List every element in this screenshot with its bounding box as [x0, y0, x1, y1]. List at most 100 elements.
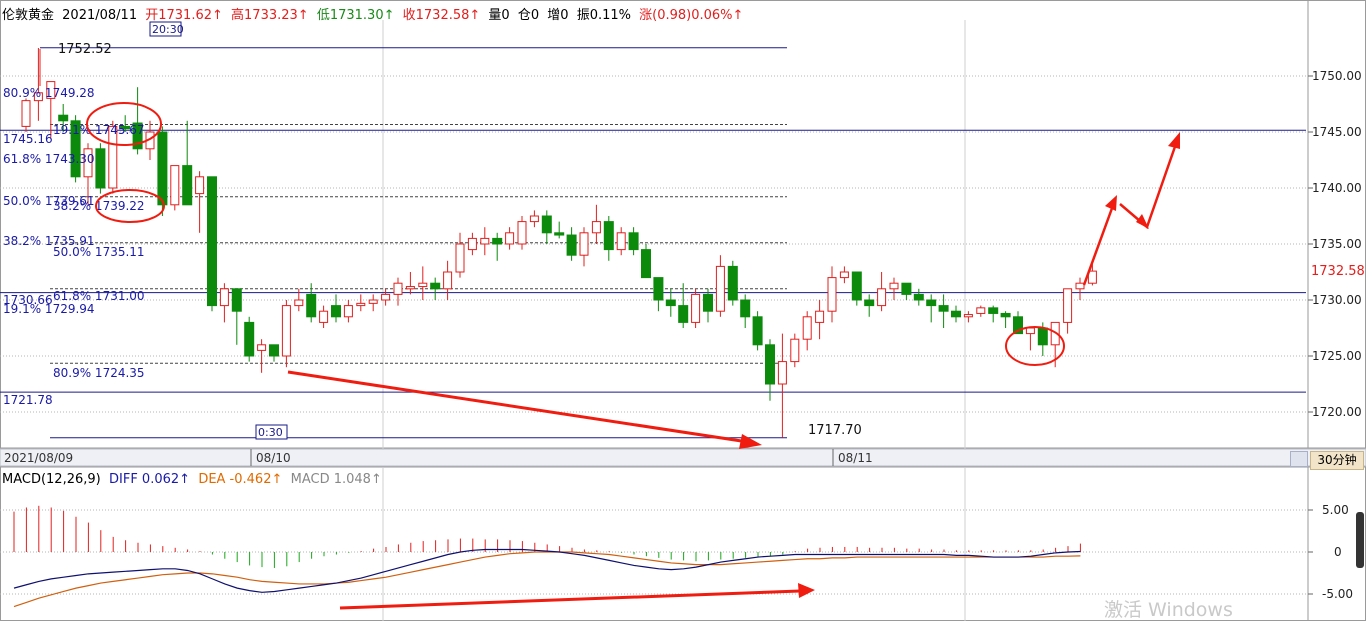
candle-body-down	[554, 232, 565, 236]
candle-body-up	[21, 100, 31, 127]
annotation-zigzag	[1082, 199, 1117, 286]
macd-title: MACD(12,26,9)	[2, 472, 101, 487]
time-mark-label: 20:30	[152, 23, 184, 36]
candle-body-up	[170, 165, 180, 206]
quote-change: 涨(0.98)0.06%↑	[639, 8, 744, 23]
candle-body-down	[157, 131, 168, 206]
candle-body-up	[108, 125, 118, 189]
candle-body-down	[740, 299, 751, 318]
candle-body-down	[951, 310, 961, 318]
candle-body-down	[665, 299, 676, 307]
candle-body-down	[541, 215, 552, 234]
low-price-label: 1717.70	[808, 423, 862, 438]
time-mark-label: 0:30	[258, 426, 283, 439]
candle-body-up	[579, 232, 589, 256]
candle-body-down	[678, 305, 689, 323]
annotation-circle	[1005, 326, 1065, 366]
candle-body-up	[889, 282, 899, 290]
candle-body-down	[926, 299, 937, 307]
annotation-arrowhead	[1168, 132, 1180, 149]
candle-body-up	[1063, 288, 1073, 323]
candle-body-down	[132, 122, 143, 150]
price-tick-label: 1745.00	[1312, 125, 1362, 139]
candle-body-down	[231, 288, 242, 312]
annotation-arrowhead	[798, 583, 815, 598]
macd-header: MACD(12,26,9) DIFF 0.062↑ DEA -0.462↑ MA…	[2, 472, 382, 487]
fib-label: 19.1% 1729.94	[3, 302, 95, 316]
macd-dea-value: DEA -0.462↑	[198, 472, 283, 487]
time-mark-box	[255, 424, 288, 440]
candle-body-up	[715, 265, 725, 312]
timeframe-selector[interactable]: 30分钟	[1310, 451, 1364, 470]
candle-body-up	[815, 310, 825, 323]
candle-body-up	[616, 232, 626, 251]
candle-body-up	[517, 221, 527, 245]
candle-body-down	[95, 148, 106, 189]
candle-body-up	[195, 176, 205, 195]
candle-body-up	[529, 215, 539, 223]
candle-body-up	[418, 282, 428, 288]
candle-body-up	[455, 243, 465, 273]
fib-label: 80.9% 1749.28	[3, 86, 95, 100]
candle-body-down	[864, 299, 875, 307]
candle-body-up	[381, 293, 391, 301]
candle-body-down	[207, 176, 217, 307]
candle-body-up	[480, 237, 490, 245]
quote-header: 伦敦黄金 2021/08/11 开1731.62↑ 高1733.23↑ 低173…	[2, 4, 747, 23]
fib-label: 80.9% 1724.35	[53, 366, 145, 380]
candle-body-up	[46, 81, 56, 99]
candle-body-down	[603, 221, 614, 251]
vertical-scrollbar[interactable]	[1356, 512, 1364, 568]
candle-body-down	[938, 305, 949, 312]
date-axis-strip	[0, 448, 1366, 467]
quote-date: 2021/08/11	[62, 8, 138, 23]
candle-body-up	[257, 344, 267, 351]
last-price-label: 1732.58	[1311, 264, 1365, 279]
annotation-circle	[86, 102, 162, 146]
annotation-arrowhead	[739, 434, 762, 449]
fib-label: 50.0% 1739.61	[3, 194, 95, 208]
candle-body-up	[777, 361, 787, 385]
candle-body-down	[120, 125, 131, 130]
candle-body-down	[1000, 312, 1011, 318]
windows-watermark: 激活 Windows	[1104, 599, 1233, 621]
candle-body-down	[58, 114, 69, 122]
candle-body-down	[988, 307, 999, 314]
candle-body-up	[976, 307, 986, 314]
candle-body-down	[1013, 316, 1023, 335]
candle-body-down	[727, 265, 738, 301]
fib-label: 38.2% 1735.91	[3, 234, 95, 248]
date-label: 08/10	[256, 451, 291, 465]
candle-body-up	[219, 288, 229, 307]
candle-body-up	[83, 148, 93, 178]
fib-label: 61.8% 1731.00	[53, 289, 145, 303]
quote-amplitude: 振0.11%	[576, 8, 631, 23]
candle-body-up	[33, 92, 43, 102]
fib-label: 50.0% 1735.11	[53, 245, 145, 259]
price-tick-label: 1735.00	[1312, 237, 1362, 251]
candle-body-up	[877, 288, 887, 307]
candle-body-down	[331, 305, 341, 318]
scroll-handle[interactable]	[1290, 451, 1308, 467]
candle-body-up	[1050, 321, 1060, 346]
candle-body-up	[319, 310, 329, 323]
quote-increase: 增0	[547, 8, 569, 23]
price-tick-label: 1725.00	[1312, 349, 1362, 363]
macd-diff-line	[13, 548, 1081, 593]
instrument-title: 伦敦黄金	[2, 8, 55, 23]
annotation-arrow-line	[339, 589, 801, 610]
candle-body-down	[653, 277, 664, 301]
quote-open: 开1731.62↑	[145, 8, 223, 23]
candle-body-up	[343, 305, 353, 318]
high-price-label: 1752.52	[58, 42, 112, 57]
quote-position: 仓0	[517, 8, 540, 23]
annotation-arrowhead	[1136, 214, 1149, 229]
macd-hist-value: MACD 1.048↑	[290, 472, 382, 487]
candle-body-up	[963, 314, 973, 318]
date-label: 08/11	[838, 451, 873, 465]
candle-body-up	[1087, 270, 1097, 284]
candle-body-up	[393, 282, 403, 295]
annotation-circle	[95, 189, 165, 223]
